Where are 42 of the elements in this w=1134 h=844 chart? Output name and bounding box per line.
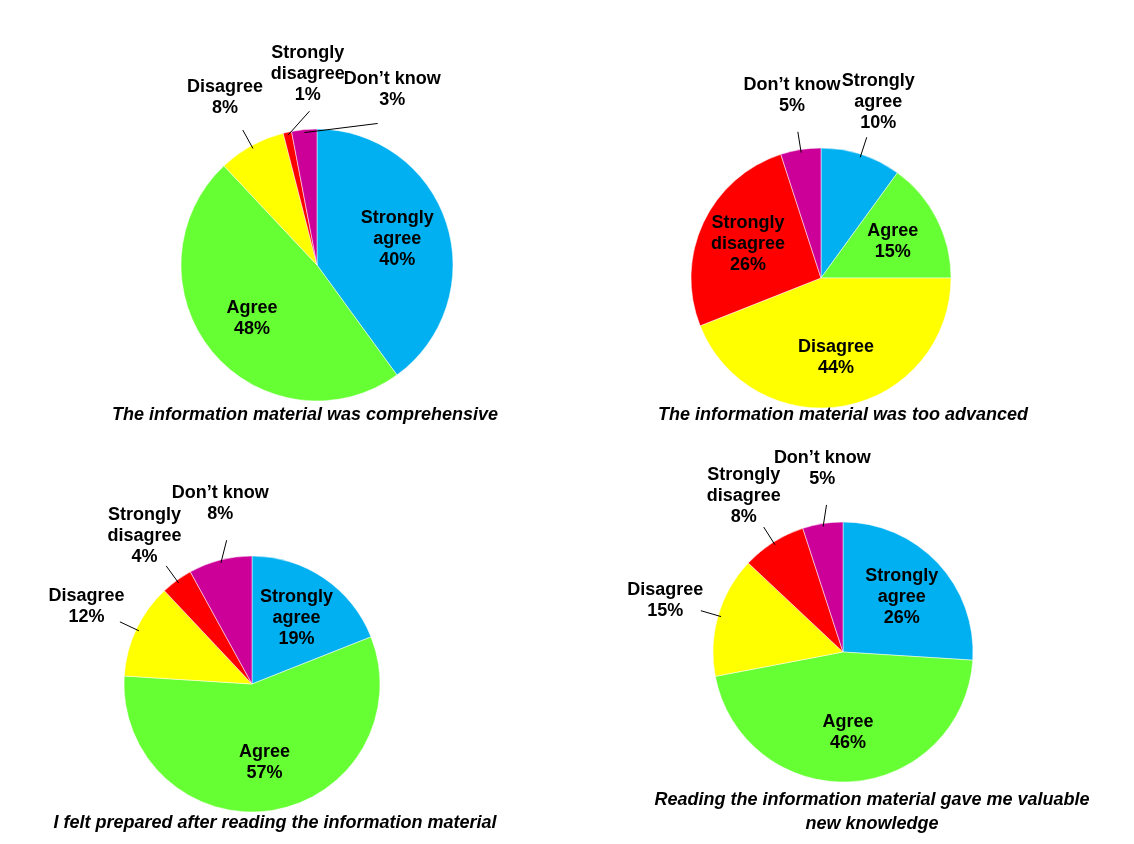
data-label: 57% [246, 761, 283, 782]
data-label: 12% [68, 605, 105, 626]
data-label: 48% [234, 318, 271, 338]
data-label: 5% [779, 94, 806, 115]
text: Reading the information material gave me valuable new knowledge [654, 789, 1090, 833]
slice-label: Agree [867, 219, 919, 240]
data-label: 15% [874, 240, 911, 261]
slice-label: Strongly disagree [270, 41, 345, 83]
text: The information material was too advanced [657, 404, 1030, 424]
slice-label: Strongly agree [841, 69, 915, 111]
slice-label: Disagree [48, 584, 125, 605]
slice-label: Agree [822, 710, 874, 731]
slice-label: Don’t know [171, 482, 270, 503]
slice-label: Strongly agree [260, 586, 334, 628]
slice-label: Agree [238, 740, 290, 761]
text: The information material was comprehensive [111, 404, 499, 424]
data-label: 19% [278, 628, 315, 649]
data-label: 4% [131, 545, 158, 566]
slice-label: Don’t know [743, 73, 842, 94]
data-label: 8% [211, 96, 238, 117]
slice-label: Don’t know [343, 67, 442, 88]
data-label: 10% [860, 111, 897, 132]
slice-label: Strongly agree [360, 206, 434, 248]
slice-label: Disagree [186, 75, 264, 96]
data-label: 5% [809, 467, 836, 488]
data-label: 26% [883, 606, 920, 627]
data-label: 15% [647, 599, 684, 620]
slice-label: Disagree [798, 335, 875, 356]
slice-label: Disagree [627, 578, 704, 599]
data-label: 3% [379, 88, 406, 109]
slice-label: Strongly agree [865, 564, 939, 606]
slice-label: Agree [226, 297, 278, 317]
data-label: 8% [730, 505, 757, 526]
text: I felt prepared after reading the information material [53, 812, 498, 832]
slice-label: Strongly disagree [711, 211, 786, 253]
data-label: 26% [730, 253, 767, 274]
data-label: 1% [294, 83, 321, 104]
data-label: 8% [207, 503, 234, 524]
data-label: 40% [379, 248, 416, 269]
data-label: 46% [830, 731, 867, 752]
data-label: 44% [818, 356, 855, 377]
slice-label: Strongly disagree [107, 503, 182, 545]
